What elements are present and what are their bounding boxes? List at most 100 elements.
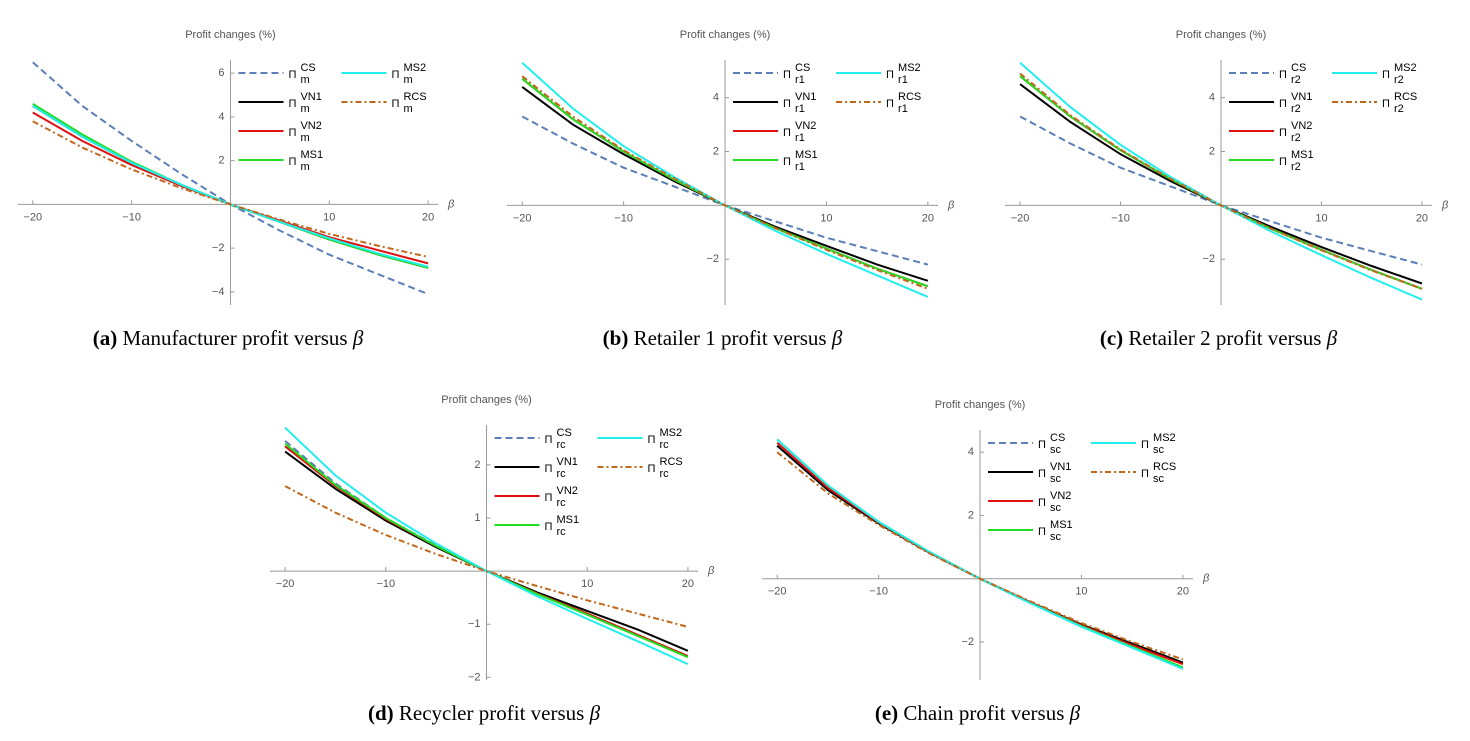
legend-subscript: sc <box>1153 444 1165 456</box>
legend-subscript: rc <box>660 468 670 480</box>
x-tick-label: 20 <box>1177 586 1189 598</box>
legend-superscript: RCS <box>403 91 426 103</box>
x-axis-label: β <box>1441 199 1449 211</box>
y-tick-label: 2 <box>1209 145 1215 157</box>
legend-superscript: VN2 <box>557 485 578 497</box>
y-tick-label: 4 <box>968 446 974 458</box>
legend-symbol: Π <box>1279 127 1287 139</box>
legend-subscript: m <box>403 103 412 115</box>
x-axis-label: β <box>1202 573 1210 585</box>
legend-symbol: Π <box>1038 468 1046 480</box>
caption-text: Recycler profit versus <box>399 701 584 725</box>
x-tick-label: −20 <box>1011 212 1030 224</box>
caption: (d) Recycler profit versus β <box>368 701 601 725</box>
legend-subscript: r2 <box>1394 103 1404 115</box>
legend-superscript: MS2 <box>1153 432 1176 444</box>
y-tick-label: 2 <box>474 459 480 471</box>
legend-superscript: MS1 <box>557 514 580 526</box>
legend-subscript: rc <box>660 439 670 451</box>
legend-superscript: CS <box>1291 62 1306 74</box>
legend-subscript: r1 <box>795 74 805 86</box>
legend-subscript: r2 <box>1291 74 1301 86</box>
legend-superscript: RCS <box>1153 461 1176 473</box>
legend-symbol: Π <box>391 69 399 81</box>
legend-subscript: sc <box>1050 444 1062 456</box>
y-axis-label: Profit changes (%) <box>185 29 275 41</box>
caption-label: (e) <box>875 701 898 725</box>
legend-superscript: VN1 <box>795 91 816 103</box>
series-line <box>284 485 689 628</box>
y-tick-label: −2 <box>706 253 719 265</box>
legend-subscript: rc <box>557 497 567 509</box>
legend-symbol: Π <box>648 434 656 446</box>
caption: (a) Manufacturer profit versus β <box>93 326 364 350</box>
legend-subscript: m <box>403 74 412 86</box>
caption-text: Chain profit versus <box>903 701 1064 725</box>
caption-variable: β <box>1069 701 1081 725</box>
x-tick-label: −10 <box>376 578 395 590</box>
legend-subscript: sc <box>1050 531 1062 543</box>
caption: (e) Chain profit versus β <box>875 701 1081 725</box>
x-tick-label: 20 <box>1416 212 1428 224</box>
legend-superscript: MS2 <box>1394 62 1417 74</box>
legend-subscript: r1 <box>898 74 908 86</box>
legend-superscript: RCS <box>898 91 921 103</box>
legend-symbol: Π <box>288 69 296 81</box>
caption-label: (d) <box>368 701 394 725</box>
legend-symbol: Π <box>1382 98 1390 110</box>
x-tick-label: −20 <box>768 586 787 598</box>
y-tick-label: −4 <box>212 286 225 298</box>
caption-variable: β <box>352 326 364 350</box>
y-axis-label: Profit changes (%) <box>1176 29 1266 41</box>
y-axis-label: Profit changes (%) <box>680 29 770 41</box>
caption-variable: β <box>831 326 843 350</box>
legend-symbol: Π <box>1141 468 1149 480</box>
x-tick-label: 20 <box>682 578 694 590</box>
legend-subscript: r2 <box>1291 132 1301 144</box>
series-line <box>1019 72 1423 290</box>
legend-symbol: Π <box>886 98 894 110</box>
x-axis-label: β <box>947 199 955 211</box>
y-tick-label: 2 <box>218 155 224 167</box>
series-line <box>32 120 429 258</box>
legend-symbol: Π <box>545 521 553 533</box>
y-tick-label: −2 <box>1202 253 1215 265</box>
legend-superscript: MS2 <box>403 62 426 74</box>
x-tick-label: −10 <box>869 586 888 598</box>
legend-superscript: VN2 <box>795 120 816 132</box>
legend-symbol: Π <box>783 156 791 168</box>
legend-subscript: sc <box>1050 502 1062 514</box>
y-tick-label: 6 <box>218 67 224 79</box>
legend-subscript: m <box>300 103 309 115</box>
legend-symbol: Π <box>1382 69 1390 81</box>
legend-symbol: Π <box>1038 439 1046 451</box>
legend-symbol: Π <box>1279 98 1287 110</box>
legend-superscript: MS1 <box>300 149 323 161</box>
legend-symbol: Π <box>288 127 296 139</box>
y-axis-label: Profit changes (%) <box>935 399 1025 411</box>
legend-symbol: Π <box>545 463 553 475</box>
legend-subscript: rc <box>557 526 567 538</box>
x-tick-label: 20 <box>422 211 434 223</box>
legend-symbol: Π <box>391 98 399 110</box>
legend-symbol: Π <box>545 434 553 446</box>
y-tick-label: −2 <box>212 242 225 254</box>
legend-superscript: CS <box>1050 432 1065 444</box>
x-tick-label: 20 <box>922 212 934 224</box>
legend-superscript: CS <box>795 62 810 74</box>
legend-superscript: RCS <box>660 456 683 468</box>
legend-subscript: r1 <box>898 103 908 115</box>
caption-variable: β <box>1326 326 1338 350</box>
legend-symbol: Π <box>288 156 296 168</box>
legend-superscript: RCS <box>1394 91 1417 103</box>
caption-label: (c) <box>1100 326 1123 350</box>
caption-label: (b) <box>603 326 629 350</box>
legend-symbol: Π <box>1038 526 1046 538</box>
legend-symbol: Π <box>545 492 553 504</box>
legend-subscript: sc <box>1050 473 1062 485</box>
caption-text: Manufacturer profit versus <box>122 326 347 350</box>
legend-symbol: Π <box>783 127 791 139</box>
legend-superscript: VN1 <box>1291 91 1312 103</box>
x-axis-label: β <box>447 198 455 210</box>
